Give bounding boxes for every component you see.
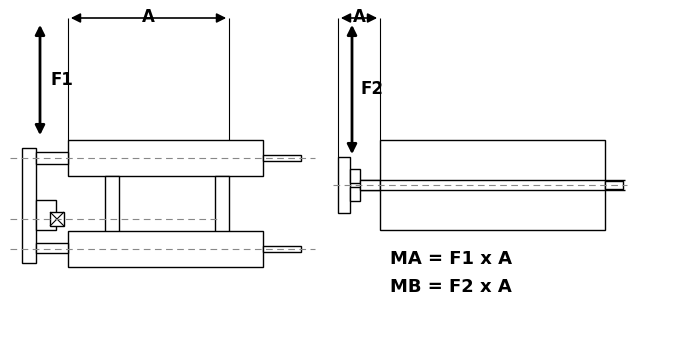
Bar <box>380 140 605 230</box>
Bar <box>215 176 229 236</box>
Bar <box>36 152 68 164</box>
Bar <box>360 180 380 190</box>
Text: F2: F2 <box>360 80 383 98</box>
Text: MA = F1 x A: MA = F1 x A <box>390 250 512 268</box>
Bar <box>105 176 119 236</box>
Bar <box>22 148 36 263</box>
Bar <box>263 155 301 161</box>
Bar <box>36 200 56 230</box>
Bar <box>338 157 350 213</box>
Bar <box>50 212 64 226</box>
Bar <box>68 140 263 176</box>
Text: MB = F2 x A: MB = F2 x A <box>390 278 512 296</box>
Bar <box>68 231 263 267</box>
Text: A: A <box>142 8 155 26</box>
Bar <box>605 181 623 189</box>
Bar <box>350 169 360 183</box>
Bar <box>36 243 68 253</box>
Text: F1: F1 <box>50 71 73 89</box>
Bar <box>350 187 360 201</box>
Bar <box>263 246 301 252</box>
Text: A: A <box>352 8 366 26</box>
